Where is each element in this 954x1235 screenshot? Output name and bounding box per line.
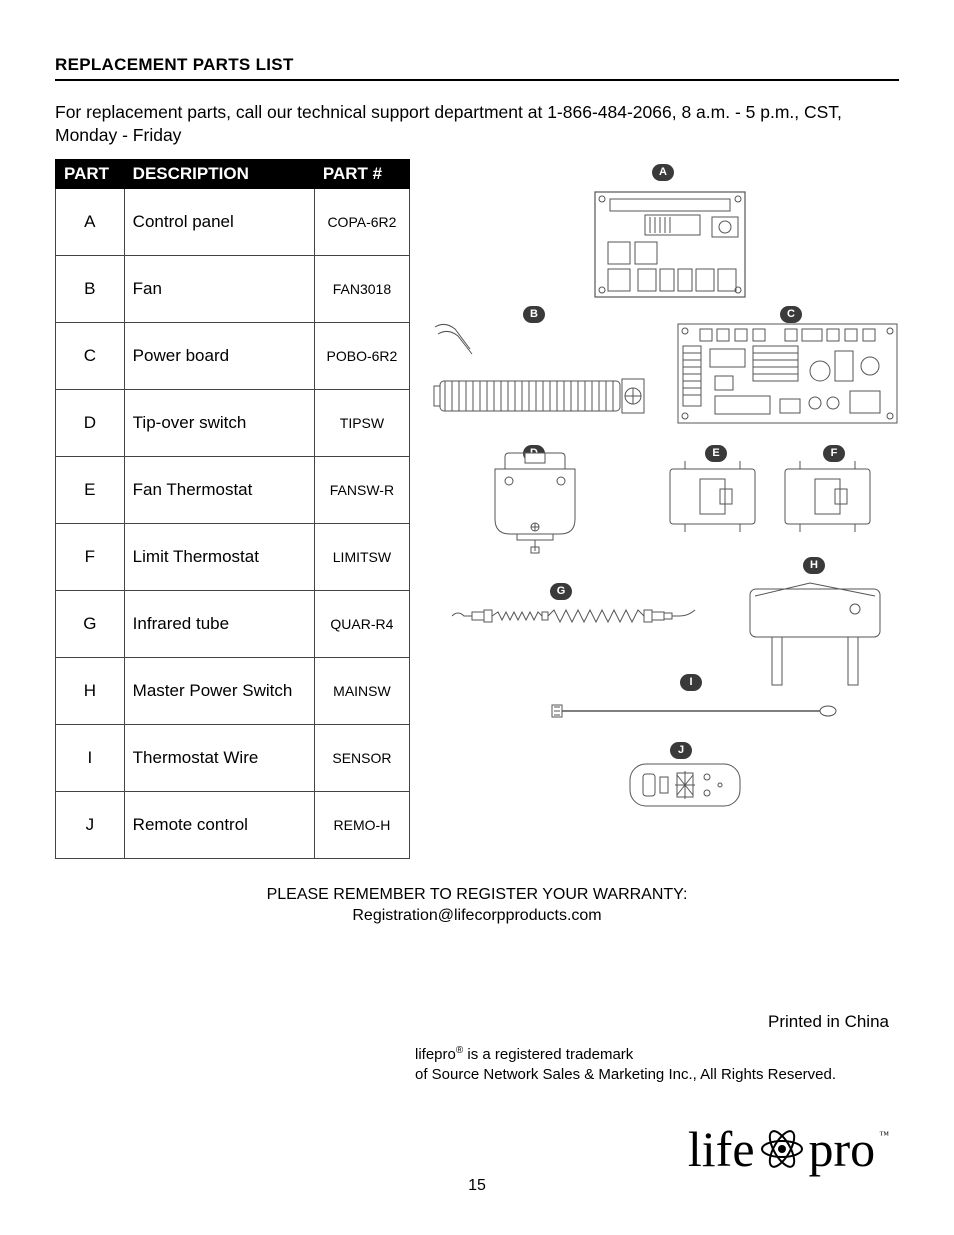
table-row: BFanFAN3018 [56, 255, 410, 322]
cell-desc: Remote control [124, 791, 314, 858]
cell-part: I [56, 724, 125, 791]
table-row: CPower boardPOBO-6R2 [56, 322, 410, 389]
header-part: PART [56, 159, 125, 188]
cell-num: FAN3018 [314, 255, 409, 322]
cell-num: TIPSW [314, 389, 409, 456]
cell-num: REMO-H [314, 791, 409, 858]
cell-part: J [56, 791, 125, 858]
printed-in: Printed in China [55, 1012, 899, 1032]
cell-part: E [56, 456, 125, 523]
cell-part: F [56, 523, 125, 590]
master-switch-icon [740, 571, 890, 691]
parts-table: PART DESCRIPTION PART # AControl panelCO… [55, 159, 410, 859]
cell-part: B [56, 255, 125, 322]
label-a: A [652, 164, 674, 181]
table-row: EFan ThermostatFANSW-R [56, 456, 410, 523]
fan-icon [430, 319, 650, 419]
thermostat-wire-icon [550, 701, 840, 721]
cell-num: FANSW-R [314, 456, 409, 523]
table-row: AControl panelCOPA-6R2 [56, 188, 410, 255]
header-desc: DESCRIPTION [124, 159, 314, 188]
cell-num: MAINSW [314, 657, 409, 724]
cell-desc: Infrared tube [124, 590, 314, 657]
parts-diagram: A B [430, 159, 899, 859]
tip-over-switch-icon [475, 449, 595, 554]
page-number: 15 [0, 1177, 954, 1195]
cell-desc: Tip-over switch [124, 389, 314, 456]
table-row: IThermostat WireSENSOR [56, 724, 410, 791]
cell-num: SENSOR [314, 724, 409, 791]
cell-num: LIMITSW [314, 523, 409, 590]
remote-control-icon [625, 759, 745, 814]
cell-desc: Master Power Switch [124, 657, 314, 724]
control-panel-icon [590, 187, 750, 302]
infrared-tube-icon [450, 604, 705, 634]
cell-part: A [56, 188, 125, 255]
header-num: PART # [314, 159, 409, 188]
cell-desc: Control panel [124, 188, 314, 255]
label-i: I [680, 674, 702, 691]
cell-part: D [56, 389, 125, 456]
cell-part: G [56, 590, 125, 657]
label-g: G [550, 583, 572, 600]
section-title: REPLACEMENT PARTS LIST [55, 55, 899, 81]
label-j: J [670, 742, 692, 759]
cell-num: QUAR-R4 [314, 590, 409, 657]
cell-part: H [56, 657, 125, 724]
power-board-icon [675, 321, 900, 426]
cell-desc: Limit Thermostat [124, 523, 314, 590]
cell-desc: Fan [124, 255, 314, 322]
thermostats-icon [660, 459, 880, 539]
table-row: HMaster Power SwitchMAINSW [56, 657, 410, 724]
cell-num: COPA-6R2 [314, 188, 409, 255]
cell-desc: Thermostat Wire [124, 724, 314, 791]
lifepro-logo: life pro ™ [688, 1120, 889, 1178]
table-row: GInfrared tubeQUAR-R4 [56, 590, 410, 657]
cell-desc: Fan Thermostat [124, 456, 314, 523]
table-row: DTip-over switchTIPSW [56, 389, 410, 456]
cell-num: POBO-6R2 [314, 322, 409, 389]
trademark-text: lifepro® is a registered trademark of So… [415, 1044, 899, 1086]
cell-part: C [56, 322, 125, 389]
cell-desc: Power board [124, 322, 314, 389]
table-row: FLimit ThermostatLIMITSW [56, 523, 410, 590]
table-row: JRemote controlREMO-H [56, 791, 410, 858]
logo-atom-icon [757, 1124, 807, 1174]
warranty-line-2: Registration@lifecorpproducts.com [55, 905, 899, 927]
warranty-line-1: PLEASE REMEMBER TO REGISTER YOUR WARRANT… [55, 884, 899, 906]
intro-text: For replacement parts, call our technica… [55, 101, 899, 147]
